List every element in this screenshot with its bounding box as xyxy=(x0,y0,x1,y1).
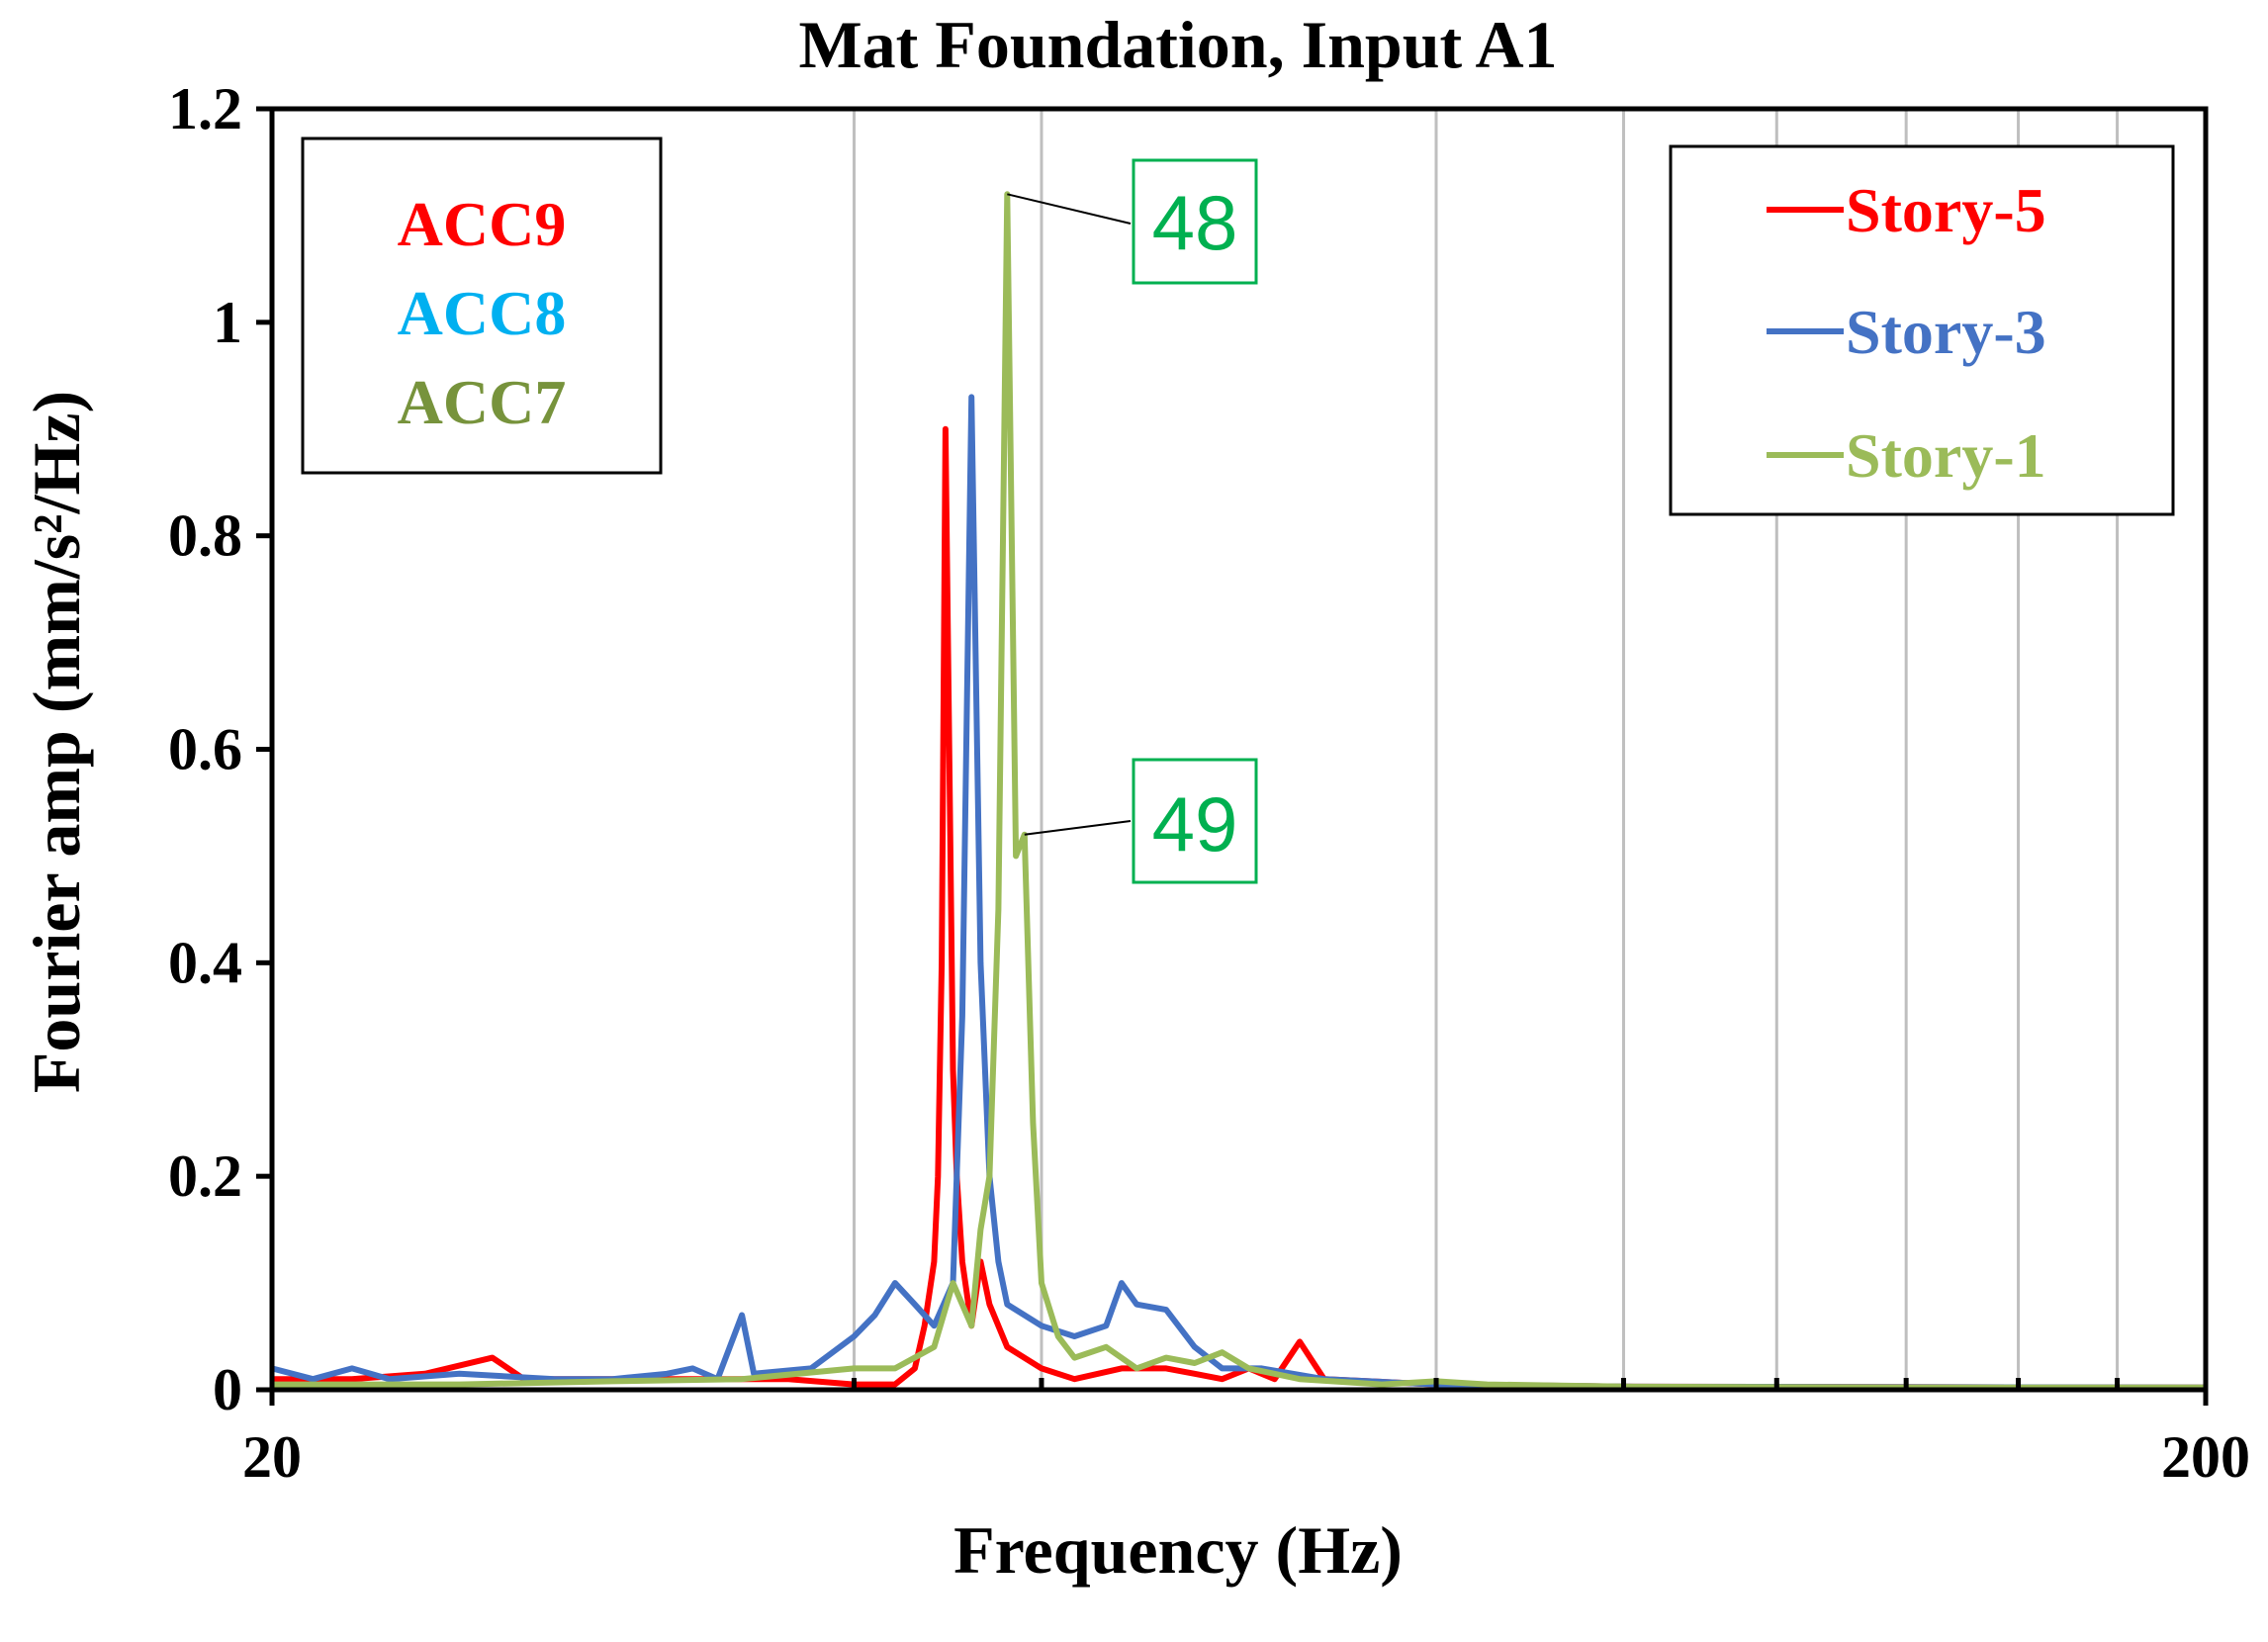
y-tick-label: 0.2 xyxy=(168,1143,242,1209)
sensor-label-acc9: ACC9 xyxy=(398,189,567,259)
legend-frame xyxy=(1669,144,2175,516)
y-tick-labels: 0 0.2 0.4 0.6 0.8 1 1.2 xyxy=(168,76,242,1422)
x-tick-label: 200 xyxy=(2161,1424,2250,1490)
annotation-49-leader xyxy=(1024,820,1132,836)
annotation-48-box xyxy=(1132,158,1258,285)
legend-label-story-1: Story-1 xyxy=(1846,420,2046,491)
x-axis-title: Frequency (Hz) xyxy=(953,1512,1403,1588)
y-tick-label: 0 xyxy=(213,1357,242,1422)
annotation-49-label: 49 xyxy=(1152,780,1238,867)
series-lines xyxy=(271,191,2207,1391)
chart-title: Mat Foundation, Input A1 xyxy=(798,7,1557,82)
annotation-49-box xyxy=(1132,758,1258,884)
legend: Story-5 Story-3 Story-1 xyxy=(1669,144,2175,516)
x-tick-labels: 20 200 xyxy=(242,1424,2250,1490)
sensor-label-acc7: ACC7 xyxy=(398,367,567,437)
annotation-48: 48 xyxy=(1007,158,1258,285)
y-axis-title: Fourier amp (mm/s²/Hz) xyxy=(19,391,94,1093)
axes xyxy=(256,106,2209,1406)
y-tick-label: 1.2 xyxy=(168,76,242,141)
annotation-48-leader xyxy=(1007,193,1132,225)
annotation-48-label: 48 xyxy=(1152,179,1238,266)
y-tick-label: 0.4 xyxy=(168,930,242,995)
sensor-label-box: ACC9 ACC8 ACC7 xyxy=(301,137,663,475)
y-tick-label: 0.8 xyxy=(168,503,242,569)
x-tick-label: 20 xyxy=(242,1424,302,1490)
legend-label-story-5: Story-5 xyxy=(1846,175,2046,245)
sensor-label-acc8: ACC8 xyxy=(398,278,567,348)
legend-label-story-3: Story-3 xyxy=(1846,297,2046,367)
y-tick-label: 0.6 xyxy=(168,717,242,782)
sensor-box-frame xyxy=(301,137,663,475)
series-line-story-1 xyxy=(272,191,2206,1391)
y-tick-label: 1 xyxy=(213,290,242,355)
annotation-49: 49 xyxy=(1024,758,1258,884)
